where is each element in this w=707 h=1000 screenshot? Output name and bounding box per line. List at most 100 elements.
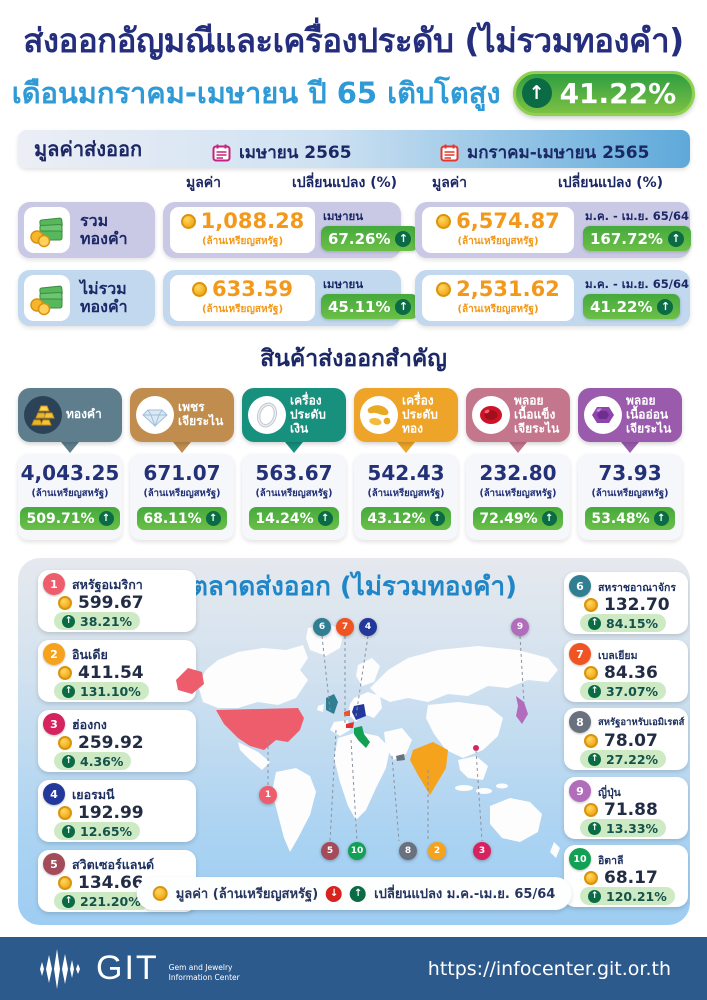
- row-incl-gold-label-panel: รวม ทองคำ: [18, 202, 155, 258]
- up-arrow-icon: ↑: [588, 889, 601, 903]
- page-title: ส่งออกอัญมณีและเครื่องประดับ (ไม่รวมทองค…: [23, 21, 684, 60]
- market-name: เยอรมนี: [72, 787, 115, 802]
- compare-label: ม.ค. - เม.ย. 65/64: [585, 277, 689, 291]
- value-ytd: 6,574.87: [456, 209, 560, 233]
- market-value: 78.07: [604, 731, 658, 751]
- coin-icon: [180, 214, 196, 229]
- coin-icon: [436, 214, 452, 229]
- market-name: ฮ่องกง: [72, 717, 107, 732]
- market-change: ↑ 38.21%: [54, 612, 141, 630]
- footer-url[interactable]: https://infocenter.git.or.th: [427, 957, 671, 980]
- market-value: 84.36: [604, 663, 658, 683]
- value-ytd: 2,531.62: [456, 277, 560, 301]
- rank-badge: 6: [569, 575, 591, 597]
- rank-badge: 4: [43, 783, 65, 805]
- market-card-hongkong: 3 ฮ่องกง 259.92 ↑ 4.36%: [38, 710, 196, 772]
- map-pin-6: 6: [313, 618, 331, 636]
- rank-badge: 9: [569, 780, 591, 802]
- map-pin-10: 10: [348, 842, 366, 860]
- down-arrow-icon: ↓: [326, 885, 343, 902]
- product-header: เครื่อง ประดับเงิน: [242, 388, 346, 442]
- product-value-card: 563.67 (ล้านเหรียญสหรัฐ) 14.24% ↑: [242, 454, 346, 540]
- market-name: สวิตเซอร์แลนด์: [72, 857, 155, 872]
- markets-section: ตลาดส่งออก (ไม่รวมทองคำ): [18, 558, 690, 925]
- row-incl-gold-ytd-panel: 6,574.87 (ล้านเหรียญสหรัฐ) ม.ค. - เม.ย. …: [415, 202, 691, 258]
- value-card: 6,574.87 (ล้านเหรียญสหรัฐ): [422, 207, 574, 253]
- market-change: ↑ 13.33%: [580, 819, 667, 837]
- market-change: ↑ 4.36%: [54, 752, 132, 770]
- product-name: ทองคำ: [66, 407, 102, 422]
- product-value: 563.67: [255, 461, 333, 485]
- coin-icon: [58, 806, 72, 820]
- market-card-japan: 9 ญี่ปุ่น 71.88 ↑ 13.33%: [564, 777, 688, 839]
- coin-icon: [191, 282, 207, 297]
- market-name: สหราชอาณาจักร: [598, 582, 676, 594]
- git-waveform-icon: [40, 948, 80, 989]
- up-arrow-icon: ↑: [395, 230, 412, 247]
- value-card: 633.59 (ล้านเหรียญสหรัฐ): [170, 275, 315, 321]
- footer: GIT Gem and Jewelry Information Center h…: [0, 937, 707, 1000]
- map-pin-7: 7: [336, 618, 354, 636]
- gold-jewelry-icon: [360, 396, 398, 434]
- change-badge: 45.11% ↑: [321, 294, 419, 319]
- value-unit: (ล้านเหรียญสหรัฐ): [201, 304, 284, 315]
- pointer: [509, 442, 527, 453]
- period-jan-april-label: มกราคม-เมษายน 2565: [467, 143, 650, 163]
- up-arrow-icon: ↑: [588, 684, 601, 698]
- map-legend: มูลค่า (ล้านเหรียญสหรัฐ) ↓ ↑ เปลี่ยนแปลง…: [136, 877, 572, 910]
- row-label: รวม ทองคำ: [80, 211, 128, 248]
- row-excl-gold-label-panel: ไม่รวม ทองคำ: [18, 270, 155, 326]
- product-unit: (ล้านเหรียญสหรัฐ): [31, 488, 109, 499]
- market-change: ↑ 131.10%: [54, 682, 149, 700]
- product-value-card: 232.80 (ล้านเหรียญสหรัฐ) 72.49% ↑: [466, 454, 570, 540]
- value-unit: (ล้านเหรียญสหรัฐ): [457, 304, 539, 315]
- product-card-diamond: เพชร เจียระไน 671.07 (ล้านเหรียญสหรัฐ) 68…: [130, 388, 234, 540]
- growth-percent: 41.22%: [559, 76, 677, 110]
- gold-bars-icon: [24, 396, 62, 434]
- product-value: 671.07: [143, 461, 221, 485]
- product-name: พลอย เนื้อแข็ง เจียระไน: [514, 393, 560, 435]
- map-pin-3: 3: [473, 842, 491, 860]
- subtitle-row: เดือนมกราคม-เมษายน ปี 65 เติบโตสูง ↑ 41.…: [0, 70, 707, 116]
- product-unit: (ล้านเหรียญสหรัฐ): [143, 488, 221, 499]
- rank-badge: 3: [43, 713, 65, 735]
- map-pin-4: 4: [359, 618, 377, 636]
- up-arrow-icon: ↑: [521, 78, 552, 108]
- market-name: อิตาลี: [598, 855, 624, 867]
- market-card-switzerland: 5 สวิตเซอร์แลนด์ 134.66 ↑ 221.20%: [38, 850, 196, 912]
- legend-value-label: มูลค่า (ล้านเหรียญสหรัฐ): [175, 887, 319, 902]
- product-header: พลอย เนื้ออ่อน เจียระไน: [578, 388, 682, 442]
- product-name: เครื่อง ประดับทอง: [402, 393, 438, 435]
- product-name: เพชร เจียระไน: [178, 400, 224, 428]
- market-card-india: 2 อินเดีย 411.54 ↑ 131.10%: [38, 640, 196, 702]
- change-badge: 41.22% ↑: [583, 294, 681, 319]
- ruby-icon: [472, 396, 510, 434]
- market-change: ↑ 12.65%: [54, 822, 141, 840]
- market-card-italy: 10 อิตาลี 68.17 ↑ 120.21%: [564, 845, 688, 907]
- up-arrow-icon: ↑: [541, 511, 557, 526]
- up-arrow-icon: ↑: [62, 824, 75, 838]
- market-name: อินเดีย: [72, 647, 108, 662]
- map-pin-8: 8: [399, 842, 417, 860]
- value-unit: (ล้านเหรียญสหรัฐ): [457, 236, 539, 247]
- coin-icon: [58, 736, 72, 750]
- product-value-card: 4,043.25 (ล้านเหรียญสหรัฐ) 509.71% ↑: [18, 454, 122, 540]
- product-name: พลอย เนื้ออ่อน เจียระไน: [626, 393, 672, 435]
- product-value-card: 73.93 (ล้านเหรียญสหรัฐ) 53.48% ↑: [578, 454, 682, 540]
- product-unit: (ล้านเหรียญสหรัฐ): [367, 488, 445, 499]
- market-change: ↑ 27.22%: [580, 750, 667, 768]
- map-pin-2: 2: [428, 842, 446, 860]
- column-header-value-1: มูลค่า: [186, 175, 222, 191]
- market-card-uae: 8 สหรัฐอาหรับเอมิเรตส์ 78.07 ↑ 27.22%: [564, 708, 688, 770]
- product-change-badge: 43.12% ↑: [361, 507, 451, 530]
- rank-badge: 10: [569, 848, 591, 870]
- product-value: 232.80: [479, 461, 557, 485]
- git-logotype: GIT: [96, 949, 159, 987]
- value-card: 2,531.62 (ล้านเหรียญสหรัฐ): [422, 275, 574, 321]
- market-value: 259.92: [78, 733, 144, 753]
- period-jan-april: มกราคม-เมษายน 2565: [440, 139, 649, 166]
- product-change-badge: 72.49% ↑: [473, 507, 563, 530]
- ring-icon: [248, 396, 286, 434]
- product-change-badge: 509.71% ↑: [20, 507, 120, 530]
- product-name: เครื่อง ประดับเงิน: [290, 393, 326, 435]
